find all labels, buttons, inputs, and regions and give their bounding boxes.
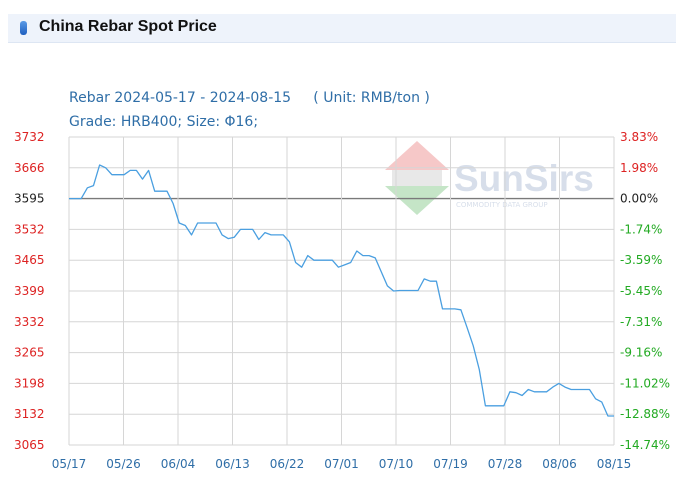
chart-title: Rebar 2024-05-17 - 2024-08-15 ( Unit: RM… (69, 90, 430, 106)
x-tick-label: 07/10 (379, 457, 414, 471)
y-tick-label-left: 3198 (14, 376, 45, 390)
y-tick-label-right: -9.16% (620, 346, 662, 360)
y-tick-label-left: 3732 (14, 130, 45, 144)
y-tick-label-left: 3595 (14, 192, 45, 206)
y-tick-label-right: -5.45% (620, 284, 662, 298)
header-bar: China Rebar Spot Price (8, 14, 676, 43)
x-tick-label: 06/13 (215, 457, 250, 471)
header-bullet-icon (20, 21, 27, 35)
x-tick-label: 08/06 (542, 457, 577, 471)
sunsirs-watermark: SunSirs COMMODITY DATA GROUP (385, 141, 594, 215)
x-axis: 05/17 05/26 06/04 06/13 06/22 07/01 07/10 07/19… (52, 457, 632, 471)
y-tick-label-left: 3399 (14, 284, 45, 298)
y-tick-label-left: 3465 (14, 253, 45, 267)
y-tick-label-right: -7.31% (620, 315, 662, 329)
watermark-up-triangle (385, 141, 449, 170)
y-tick-label-left: 3132 (14, 407, 45, 421)
x-tick-label: 05/26 (106, 457, 141, 471)
y-tick-label-left: 3332 (14, 315, 45, 329)
y-tick-label-left: 3065 (14, 438, 45, 452)
x-tick-label: 07/01 (324, 457, 359, 471)
y-tick-label-right: 1.98% (620, 161, 658, 175)
watermark-subtext: COMMODITY DATA GROUP (456, 201, 548, 209)
y-tick-label-left: 3532 (14, 222, 45, 236)
y-tick-label-right: -3.59% (620, 253, 662, 267)
y-tick-label-left: 3265 (14, 346, 45, 360)
y-tick-label-right: -11.02% (620, 376, 670, 390)
series (69, 164, 614, 417)
x-tick-label: 05/17 (52, 457, 87, 471)
x-tick-label: 07/19 (433, 457, 468, 471)
watermark-band (392, 170, 442, 186)
page-title: China Rebar Spot Price (39, 18, 217, 35)
x-tick-label: 08/15 (597, 457, 632, 471)
watermark-text: SunSirs (454, 158, 594, 199)
x-tick-label: 07/28 (488, 457, 523, 471)
y-tick-label-right: -12.88% (620, 407, 670, 421)
left-axis: 3732 3666 3595 3532 3465 3399 3332 3265 3198 3132… (14, 130, 45, 452)
y-tick-label-right: -14.74% (620, 438, 670, 452)
y-tick-label-left: 3666 (14, 161, 45, 175)
x-tick-label: 06/04 (161, 457, 196, 471)
rebar-price-line (69, 164, 614, 417)
x-tick-label: 06/22 (270, 457, 305, 471)
y-tick-label-right: -1.74% (620, 222, 662, 236)
watermark-down-triangle (385, 186, 449, 215)
y-tick-label-right: 0.00% (620, 192, 658, 206)
right-axis: 3.83% 1.98% 0.00% -1.74% -3.59% -5.45% -7.31% -… (620, 130, 670, 452)
y-tick-label-right: 3.83% (620, 130, 658, 144)
chart-subtitle: Grade: HRB400; Size: Φ16; (69, 114, 258, 130)
